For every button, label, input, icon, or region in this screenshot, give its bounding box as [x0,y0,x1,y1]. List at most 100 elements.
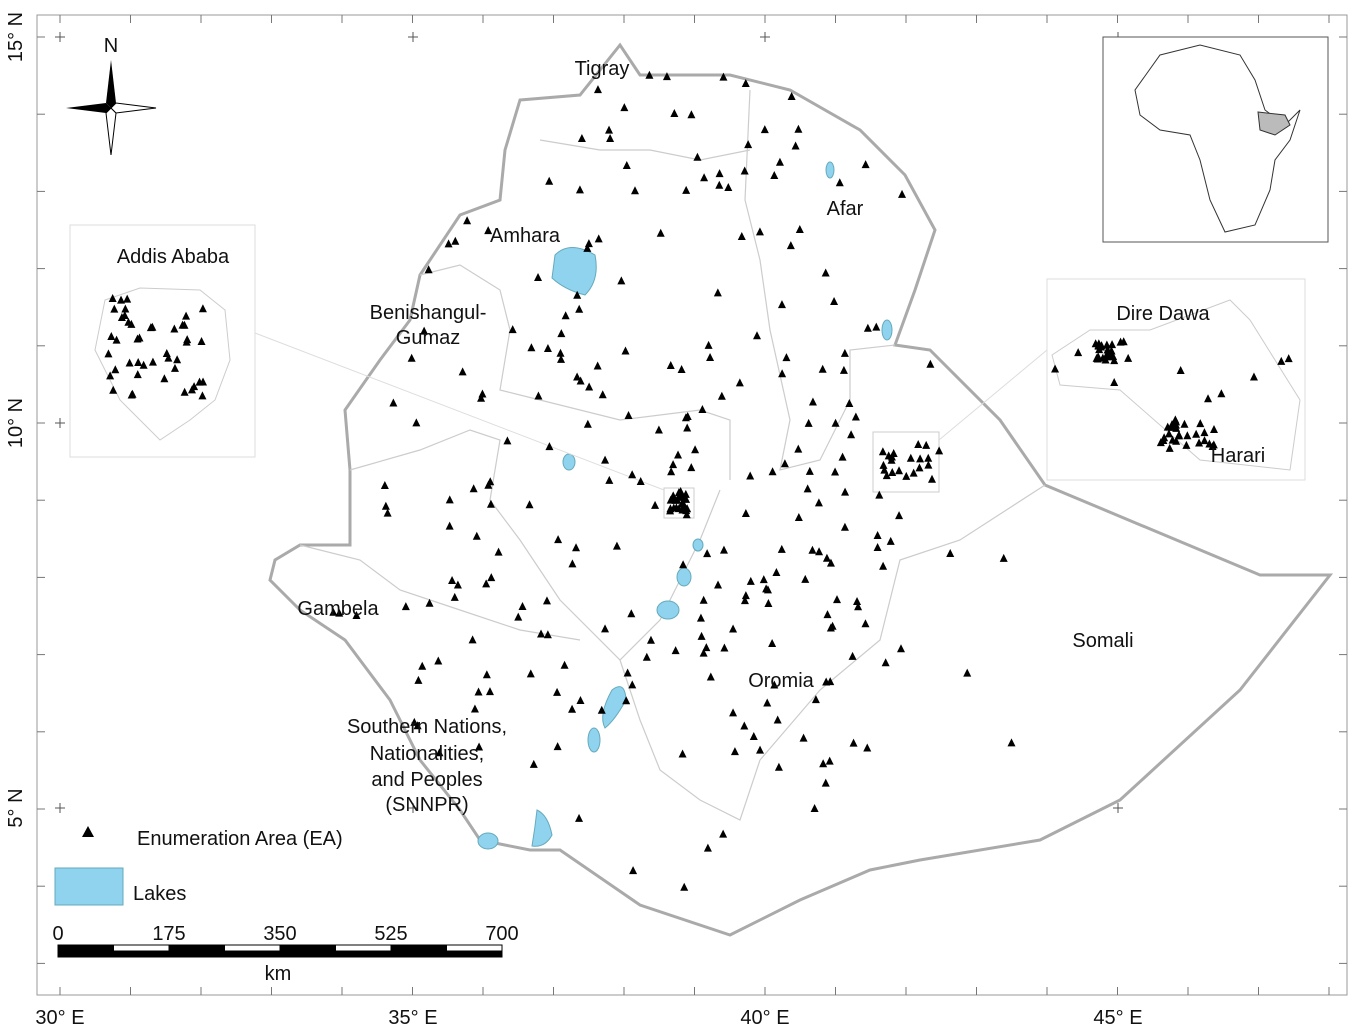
ea-point [794,444,803,453]
ea-point [741,508,750,517]
ea-point [542,596,551,605]
ea-point [104,349,113,358]
lake [656,600,680,620]
ea-point [329,607,338,616]
ea-point [568,704,577,713]
scale-segment [57,950,114,958]
ea-point [838,452,847,461]
ea-point [840,522,849,531]
lon-label: 40° E [740,1007,789,1029]
lake [477,832,499,850]
inset-label: Dire Dawa [1116,303,1210,325]
compass-label: N [104,35,118,57]
scale-segment [168,944,225,952]
ea-point [572,543,581,552]
ea-point [678,491,687,500]
region-label: Somali [1072,630,1133,652]
ea-point [706,352,715,361]
ea-point [671,646,680,655]
ea-point [693,152,702,161]
region-label: (SNNPR) [385,794,468,816]
ea-point [1110,356,1119,365]
inset-connector [938,349,1048,441]
ea-point [576,695,585,704]
scale-tick-label: 175 [152,923,185,945]
ea-point [554,535,563,544]
ea-point [764,598,773,607]
ea-point [835,178,844,187]
ea-point [830,297,839,306]
legend: Enumeration Area (EA) Lakes [54,826,343,906]
ea-point [825,756,834,765]
ea-point [597,705,606,714]
ea-point [719,72,728,81]
ea-point [687,110,696,119]
ea-point [537,629,546,638]
ea-point [407,353,416,362]
ea-point [482,670,491,679]
ea-point [424,265,433,274]
ea-point [697,631,706,640]
lat-label: 5° N [5,788,27,827]
ea-point [593,85,602,94]
ea-point [425,598,434,607]
border [619,659,761,821]
ea-point [553,687,562,696]
ea-point [880,465,889,474]
ea-point [526,669,535,678]
ea-point [1204,394,1213,403]
ea-point [756,745,765,754]
ea-point [448,576,457,585]
ea-point [110,304,119,313]
ea-point [1284,354,1293,363]
scale-segment [168,950,225,958]
scale-segment [113,944,170,952]
ea-point [691,445,700,454]
ea-point [622,160,631,169]
ea-point [922,440,931,449]
ea-point [777,544,786,553]
ea-point [832,595,841,604]
ea-point [628,470,637,479]
ea-point [414,675,423,684]
ea-point [646,635,655,644]
ea-point [861,619,870,628]
ea-point [475,742,484,751]
ea-point [123,294,132,303]
ea-point [654,425,663,434]
ea-point [678,505,687,514]
ea-point [879,460,888,469]
ea-point [474,687,483,696]
ea-point [926,359,935,368]
ea-point [178,320,187,329]
ea-point [914,440,923,449]
lake [587,727,601,753]
region-label: and Peoples [371,769,482,791]
ea-point [1217,389,1226,398]
ea-point [886,536,895,545]
ea-point [763,698,772,707]
ea-point [656,228,665,237]
ea-point [1110,378,1119,387]
ea-point [487,573,496,582]
ea-point [861,160,870,169]
ea-point [770,680,779,689]
ea-point [946,549,955,558]
ea-point [469,484,478,493]
dire-dawa-outline [1051,299,1301,471]
ea-point [445,521,454,530]
region-label: Tigray [575,58,630,80]
ea-point [584,239,593,248]
ea-point [573,290,582,299]
ea-point [170,363,179,372]
scale-tick-label: 350 [263,923,296,945]
ea-point [882,471,891,480]
ea-point [815,547,824,556]
ea-point [148,357,157,366]
ea-point [699,595,708,604]
ea-point [666,506,675,515]
ea-point [1209,440,1218,449]
region-label: Southern Nations, [347,716,507,738]
ea-point [928,474,936,483]
